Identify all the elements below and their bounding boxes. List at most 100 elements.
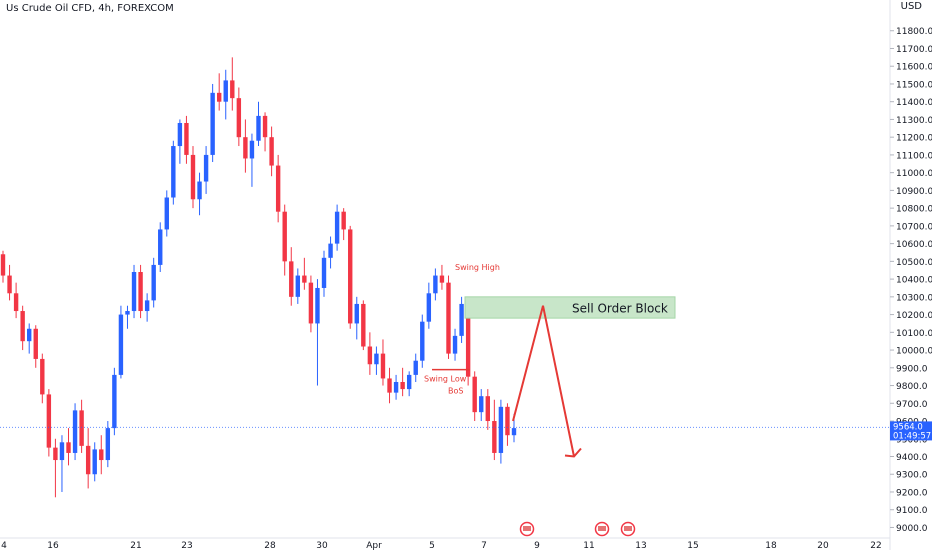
y-tick-label: 11300.0 bbox=[896, 116, 932, 126]
x-tick-label: 9 bbox=[534, 541, 540, 550]
y-tick-label: 9900.0 bbox=[896, 364, 928, 374]
candle-body bbox=[498, 406, 504, 453]
y-tick-label: 10200.0 bbox=[896, 311, 932, 321]
candle-body bbox=[236, 98, 242, 138]
candle-body bbox=[243, 137, 248, 159]
y-tick-label: 10100.0 bbox=[896, 329, 932, 339]
x-tick-label: 7 bbox=[481, 541, 487, 550]
candle-body bbox=[27, 328, 32, 342]
y-tick-label: 11800.0 bbox=[896, 27, 932, 37]
candle-body bbox=[321, 257, 327, 288]
candle-body bbox=[190, 154, 196, 200]
candle-body bbox=[99, 449, 104, 461]
x-tick-label: 4 bbox=[1, 541, 7, 550]
candle-body bbox=[138, 272, 143, 312]
candle-body bbox=[164, 197, 169, 230]
swing-low-label: Swing Low bbox=[424, 375, 467, 384]
y-tick-label: 10400.0 bbox=[896, 276, 932, 286]
event-flag-icon bbox=[523, 526, 531, 531]
candle-body bbox=[249, 140, 255, 159]
candle-body bbox=[72, 410, 78, 453]
candle-body bbox=[46, 394, 52, 448]
candle-body bbox=[452, 335, 458, 354]
candle-body bbox=[184, 122, 189, 155]
candle-body bbox=[92, 449, 97, 475]
candle-body bbox=[433, 275, 438, 294]
candle-body bbox=[315, 287, 320, 324]
candle-body bbox=[85, 445, 91, 475]
candle-body bbox=[282, 211, 287, 262]
current-price-tag bbox=[890, 421, 932, 441]
candle-body bbox=[13, 293, 19, 312]
y-tick-label: 11100.0 bbox=[896, 151, 932, 161]
x-tick-label: 15 bbox=[687, 541, 698, 550]
countdown-label: 01:49:57 bbox=[893, 431, 931, 441]
candle-body bbox=[256, 115, 261, 141]
order-block-zone bbox=[464, 296, 676, 319]
candle-body bbox=[197, 181, 202, 200]
projection-path bbox=[512, 305, 575, 457]
y-tick-label: 10700.0 bbox=[896, 222, 932, 232]
candle-body bbox=[302, 275, 307, 283]
candle-body bbox=[0, 254, 6, 276]
candle-body bbox=[400, 381, 405, 390]
candle-body bbox=[472, 376, 477, 413]
y-tick-label: 10900.0 bbox=[896, 187, 932, 197]
x-tick-label: 22 bbox=[870, 541, 881, 550]
candle-body bbox=[406, 374, 412, 390]
candle-body bbox=[79, 410, 84, 446]
candle-body bbox=[230, 80, 235, 99]
x-tick-label: 13 bbox=[635, 541, 646, 550]
candle-body bbox=[413, 360, 418, 375]
x-tick-label: 30 bbox=[316, 541, 328, 550]
candle-body bbox=[361, 303, 366, 347]
y-tick-label: 11600.0 bbox=[896, 63, 932, 73]
candle-body bbox=[485, 396, 490, 422]
candle-body bbox=[439, 275, 445, 283]
candle-body bbox=[118, 314, 124, 375]
event-flag-icon bbox=[624, 526, 632, 531]
candle-body bbox=[505, 406, 510, 436]
y-tick-label: 11200.0 bbox=[896, 134, 932, 144]
candle-body bbox=[151, 264, 156, 301]
candle-body bbox=[203, 154, 209, 182]
y-tick-label: 9000.0 bbox=[896, 524, 928, 534]
candle-body bbox=[334, 211, 340, 244]
x-tick-label: 28 bbox=[264, 541, 276, 550]
candle-body bbox=[20, 311, 25, 342]
candle-body bbox=[341, 211, 346, 230]
candle-body bbox=[479, 396, 484, 413]
candle-body bbox=[426, 293, 432, 322]
candle-body bbox=[210, 92, 215, 155]
candle-body bbox=[33, 328, 38, 359]
y-tick-label: 9200.0 bbox=[896, 488, 928, 498]
x-tick-label: 23 bbox=[181, 541, 192, 550]
candle-body bbox=[262, 115, 268, 138]
candle-body bbox=[348, 229, 353, 324]
symbol-title: Us Crude Oil CFD, 4h, FOREXCOM bbox=[6, 3, 174, 14]
y-tick-label: 10800.0 bbox=[896, 205, 932, 215]
candle-body bbox=[459, 303, 464, 336]
candle-body bbox=[328, 243, 333, 258]
candle-body bbox=[216, 92, 222, 102]
y-tick-label: 10300.0 bbox=[896, 293, 932, 303]
y-tick-label: 10000.0 bbox=[896, 347, 932, 357]
candle-body bbox=[393, 381, 399, 393]
y-tick-label: 9300.0 bbox=[896, 471, 928, 481]
order-block-label: Sell Order Block bbox=[572, 301, 668, 315]
x-tick-label: 21 bbox=[130, 541, 141, 550]
candle-body bbox=[40, 358, 45, 395]
x-tick-label: Apr bbox=[366, 541, 382, 550]
event-flag-icon bbox=[598, 526, 606, 531]
projection-arrowhead bbox=[564, 447, 582, 458]
candle-body bbox=[177, 122, 183, 147]
candle-body bbox=[66, 442, 71, 453]
candle-body bbox=[492, 421, 497, 453]
y-tick-label: 11400.0 bbox=[896, 98, 932, 108]
currency-label: USD bbox=[900, 1, 922, 12]
candle-body bbox=[275, 165, 281, 212]
candle-body bbox=[308, 282, 314, 324]
y-tick-label: 9700.0 bbox=[896, 400, 928, 410]
